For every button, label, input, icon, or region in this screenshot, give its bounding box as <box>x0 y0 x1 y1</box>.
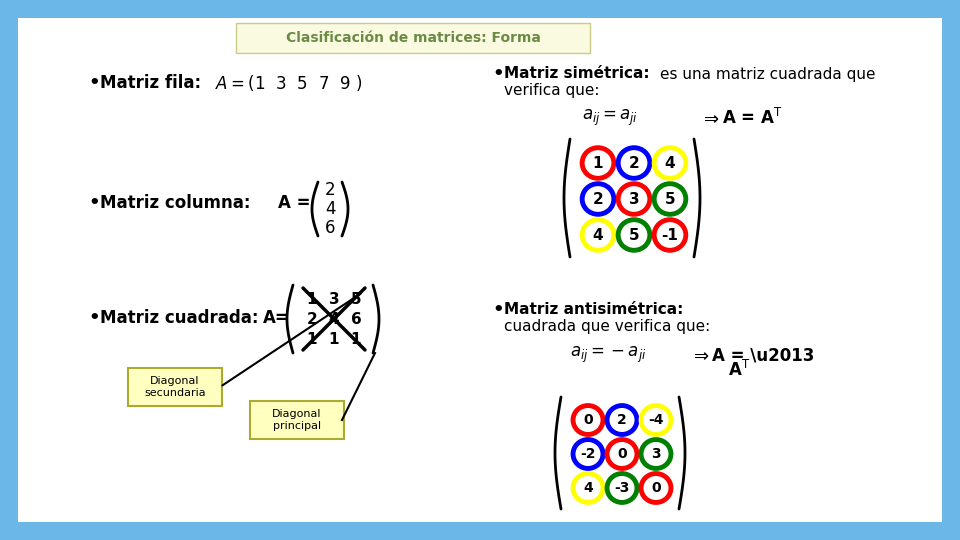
Text: 2: 2 <box>592 192 604 206</box>
Text: Clasificación de matrices: Forma: Clasificación de matrices: Forma <box>285 31 540 45</box>
Text: •: • <box>88 194 100 212</box>
Text: 0: 0 <box>651 481 660 495</box>
Text: Matriz simétrica:: Matriz simétrica: <box>504 66 650 82</box>
Ellipse shape <box>573 440 603 468</box>
Text: Matriz cuadrada:: Matriz cuadrada: <box>100 309 258 327</box>
Ellipse shape <box>607 406 637 435</box>
Ellipse shape <box>641 440 671 468</box>
Text: 1: 1 <box>307 293 317 307</box>
Text: Matriz columna:: Matriz columna: <box>100 194 251 212</box>
Text: •: • <box>88 309 100 327</box>
Text: A = A$^\mathsf{T}$: A = A$^\mathsf{T}$ <box>722 108 782 128</box>
Text: 4: 4 <box>324 200 335 218</box>
Text: 3: 3 <box>328 293 339 307</box>
Text: -4: -4 <box>648 413 663 427</box>
FancyBboxPatch shape <box>128 368 222 406</box>
Text: 6: 6 <box>324 219 335 237</box>
Text: 1: 1 <box>307 333 317 348</box>
Text: $A = (1\ \ 3\ \ 5\ \ 7\ \ 9\ )$: $A = (1\ \ 3\ \ 5\ \ 7\ \ 9\ )$ <box>215 73 363 93</box>
FancyBboxPatch shape <box>250 401 344 439</box>
Text: 5: 5 <box>350 293 361 307</box>
Text: •: • <box>88 74 100 92</box>
Text: $a_{ij} = a_{ji}$: $a_{ij} = a_{ji}$ <box>582 108 638 128</box>
Ellipse shape <box>582 148 613 178</box>
Text: 6: 6 <box>350 313 361 327</box>
Text: 4: 4 <box>664 156 675 171</box>
Text: 2: 2 <box>629 156 639 171</box>
Text: 1: 1 <box>592 156 603 171</box>
Text: $a_{ij} = -a_{ji}$: $a_{ij} = -a_{ji}$ <box>570 345 647 365</box>
Ellipse shape <box>654 148 685 178</box>
Ellipse shape <box>582 220 613 251</box>
Ellipse shape <box>641 474 671 502</box>
Text: 4: 4 <box>583 481 593 495</box>
Text: 3: 3 <box>629 192 639 206</box>
Text: A=: A= <box>263 309 290 327</box>
Text: es una matriz cuadrada que: es una matriz cuadrada que <box>660 66 876 82</box>
Text: $\Rightarrow$: $\Rightarrow$ <box>690 346 709 364</box>
FancyBboxPatch shape <box>236 23 590 53</box>
Ellipse shape <box>641 406 671 435</box>
Text: 2: 2 <box>306 313 318 327</box>
Text: -2: -2 <box>580 447 596 461</box>
Text: 3: 3 <box>651 447 660 461</box>
Text: A = \u2013: A = \u2013 <box>712 346 814 364</box>
Text: 2: 2 <box>324 181 335 199</box>
Ellipse shape <box>573 474 603 502</box>
FancyBboxPatch shape <box>18 18 942 522</box>
Text: 4: 4 <box>328 313 339 327</box>
Ellipse shape <box>654 220 685 251</box>
Ellipse shape <box>582 184 613 214</box>
Text: •: • <box>492 65 504 83</box>
Text: 5: 5 <box>629 227 639 242</box>
Text: Diagonal
principal: Diagonal principal <box>273 409 322 431</box>
Text: $\Rightarrow$: $\Rightarrow$ <box>700 109 720 127</box>
Text: 4: 4 <box>592 227 603 242</box>
Text: verifica que:: verifica que: <box>504 83 599 98</box>
Text: •: • <box>492 301 504 319</box>
Ellipse shape <box>607 474 637 502</box>
Text: 0: 0 <box>583 413 593 427</box>
Ellipse shape <box>607 440 637 468</box>
Text: A$^\mathsf{T}$: A$^\mathsf{T}$ <box>728 360 750 380</box>
Text: 2: 2 <box>617 413 627 427</box>
Ellipse shape <box>654 184 685 214</box>
Text: cuadrada que verifica que:: cuadrada que verifica que: <box>504 319 710 334</box>
Text: Diagonal
secundaria: Diagonal secundaria <box>144 376 205 398</box>
Ellipse shape <box>618 220 650 251</box>
Text: -3: -3 <box>614 481 630 495</box>
Text: 1: 1 <box>350 333 361 348</box>
Text: 0: 0 <box>617 447 627 461</box>
Text: -1: -1 <box>661 227 679 242</box>
Text: Matriz fila:: Matriz fila: <box>100 74 202 92</box>
Text: 5: 5 <box>664 192 675 206</box>
Text: Matriz antisimétrica:: Matriz antisimétrica: <box>504 302 684 318</box>
Text: A =: A = <box>278 194 310 212</box>
Ellipse shape <box>573 406 603 435</box>
Ellipse shape <box>618 148 650 178</box>
Ellipse shape <box>618 184 650 214</box>
Text: 1: 1 <box>328 333 339 348</box>
